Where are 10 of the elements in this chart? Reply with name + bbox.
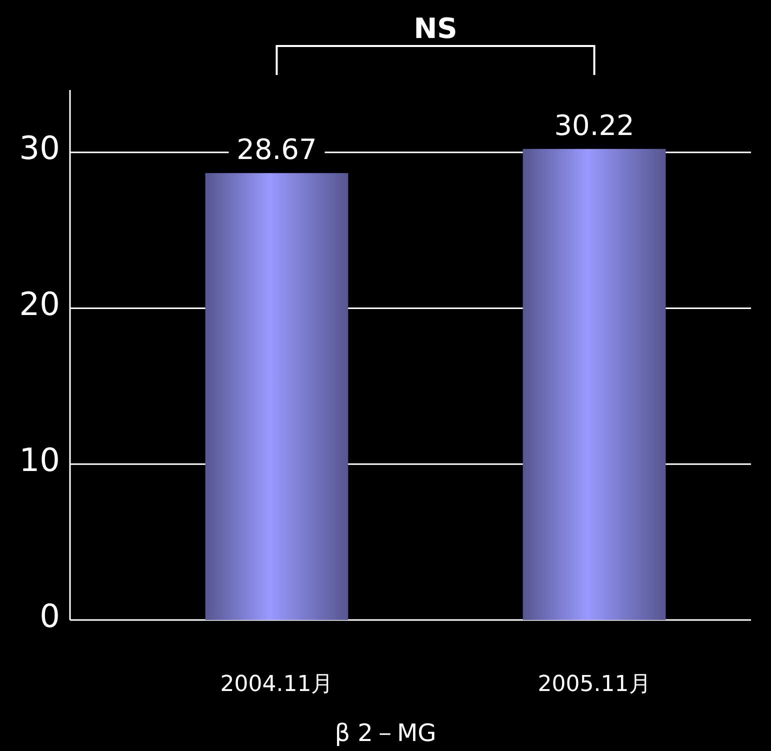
text: NS [414, 12, 458, 45]
data-label: 28.67 [236, 133, 317, 166]
y-tick-label: 0 [40, 596, 60, 635]
data-label: 30.22 [554, 108, 634, 142]
y-tick-label: 30 [19, 129, 60, 168]
y-tick-label: 10 [19, 440, 60, 479]
x-tick-label: 2004.11月 [220, 672, 334, 697]
y-tick-label: 20 [19, 284, 60, 323]
x-tick-label: 2005.11月 [538, 672, 651, 697]
x-axis-title: β 2－MG [334, 719, 436, 747]
